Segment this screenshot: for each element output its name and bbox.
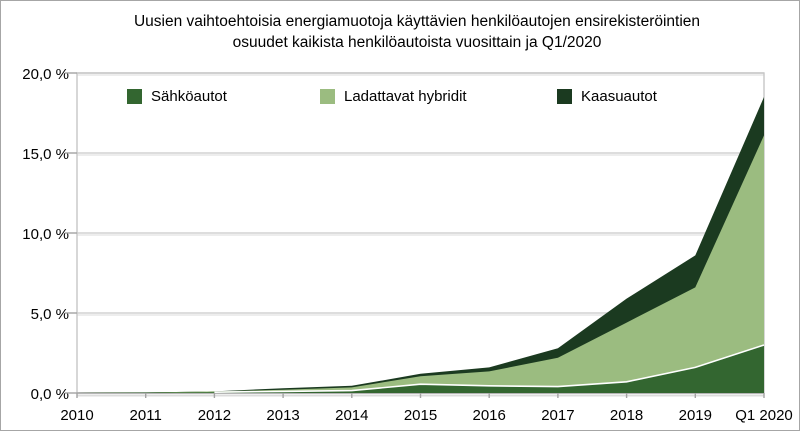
area-sahkoautot (77, 345, 764, 393)
area-ladattavat-hybridit (77, 135, 764, 393)
x-tick-label: 2014 (335, 407, 369, 424)
x-tick-label: 2013 (266, 407, 300, 424)
chart-title: Uusien vaihtoehtoisia energiamuotoja käy… (41, 11, 793, 53)
legend-item-3: Kaasuautot (557, 88, 657, 105)
y-tick-label: 20,0 % (22, 65, 69, 83)
x-tick-label: 2015 (403, 407, 438, 424)
x-tick-label: 2011 (129, 407, 162, 424)
x-tick-label: 2018 (609, 407, 644, 424)
y-tick-label: 5,0 % (30, 305, 69, 323)
chart-title-line1: Uusien vaihtoehtoisia energiamuotoja käy… (133, 13, 701, 30)
x-tick-label: 2019 (678, 407, 712, 424)
y-tick-label: 10,0 % (22, 225, 69, 243)
x-tick-label: 2012 (197, 407, 232, 424)
legend-item-2: Ladattavat hybridit (320, 88, 467, 105)
x-tick-label: 2016 (472, 407, 506, 424)
y-tick-label: 15,0 % (22, 145, 69, 163)
y-tick-label: 0,0 % (30, 385, 69, 403)
x-tick-label: 2010 (60, 407, 94, 424)
legend-swatch-icon (127, 89, 142, 104)
x-tick-label: Q1 2020 (735, 407, 793, 424)
legend-item-1: Sähköautot (127, 88, 227, 105)
legend-swatch-icon (320, 89, 335, 104)
legend-label: Sähköautot (151, 88, 227, 105)
legend-swatch-icon (557, 89, 572, 104)
series-separator-line (214, 344, 765, 393)
legend-label: Kaasuautot (581, 88, 657, 105)
chart-title-line2: osuudet kaikista henkilöautoista vuositt… (232, 34, 602, 51)
x-tick-label: 2017 (541, 407, 575, 424)
legend-label: Ladattavat hybridit (344, 88, 467, 105)
